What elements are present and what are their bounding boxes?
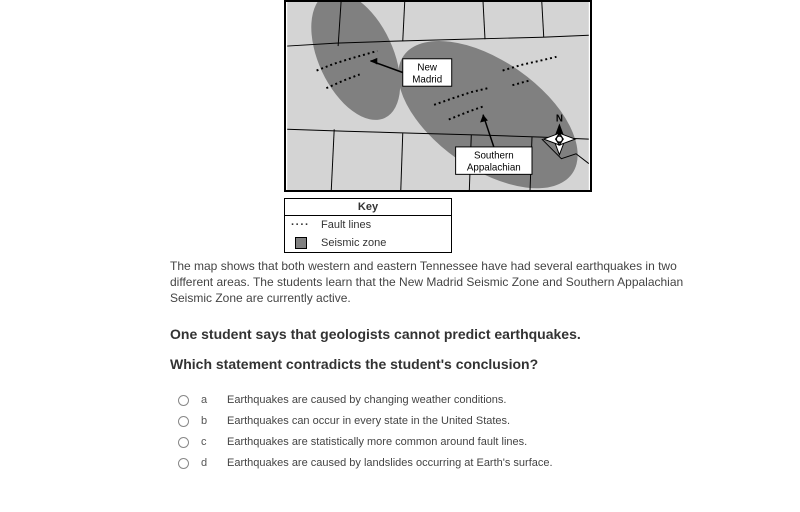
svg-text:Madrid: Madrid — [412, 74, 442, 85]
radio-icon[interactable] — [178, 437, 189, 448]
legend-title: Key — [285, 199, 451, 216]
radio-icon[interactable] — [178, 458, 189, 469]
svg-text:Southern: Southern — [474, 151, 514, 162]
choice-letter: c — [201, 436, 215, 448]
map-legend: Key ···· Fault lines Seismic zone — [284, 198, 452, 253]
svg-text:New: New — [417, 63, 438, 74]
legend-row-seismic: Seismic zone — [285, 234, 451, 252]
choice-b[interactable]: b Earthquakes can occur in every state i… — [178, 415, 553, 427]
choice-text: Earthquakes can occur in every state in … — [227, 415, 510, 427]
choice-letter: d — [201, 457, 215, 469]
legend-row-fault: ···· Fault lines — [285, 216, 451, 234]
map-svg: New Madrid Southern Appalachian N — [286, 2, 590, 190]
choice-text: Earthquakes are statistically more commo… — [227, 436, 527, 448]
answer-choices: a Earthquakes are caused by changing wea… — [178, 394, 553, 478]
question-line-1: One student says that geologists cannot … — [170, 326, 581, 342]
svg-text:N: N — [556, 113, 563, 124]
description-text: The map shows that both western and east… — [170, 258, 690, 307]
radio-icon[interactable] — [178, 416, 189, 427]
choice-letter: a — [201, 394, 215, 406]
map-figure: New Madrid Southern Appalachian N — [284, 0, 592, 192]
legend-label: Seismic zone — [321, 237, 386, 249]
fault-line-symbol: ···· — [291, 219, 313, 231]
question-line-2: Which statement contradicts the student'… — [170, 356, 538, 372]
choice-letter: b — [201, 415, 215, 427]
choice-a[interactable]: a Earthquakes are caused by changing wea… — [178, 394, 553, 406]
choice-text: Earthquakes are caused by changing weath… — [227, 394, 506, 406]
choice-text: Earthquakes are caused by landslides occ… — [227, 457, 553, 469]
radio-icon[interactable] — [178, 395, 189, 406]
legend-label: Fault lines — [321, 219, 371, 231]
choice-d[interactable]: d Earthquakes are caused by landslides o… — [178, 457, 553, 469]
seismic-zone-symbol — [295, 237, 307, 249]
choice-c[interactable]: c Earthquakes are statistically more com… — [178, 436, 553, 448]
svg-text:Appalachian: Appalachian — [467, 162, 521, 173]
